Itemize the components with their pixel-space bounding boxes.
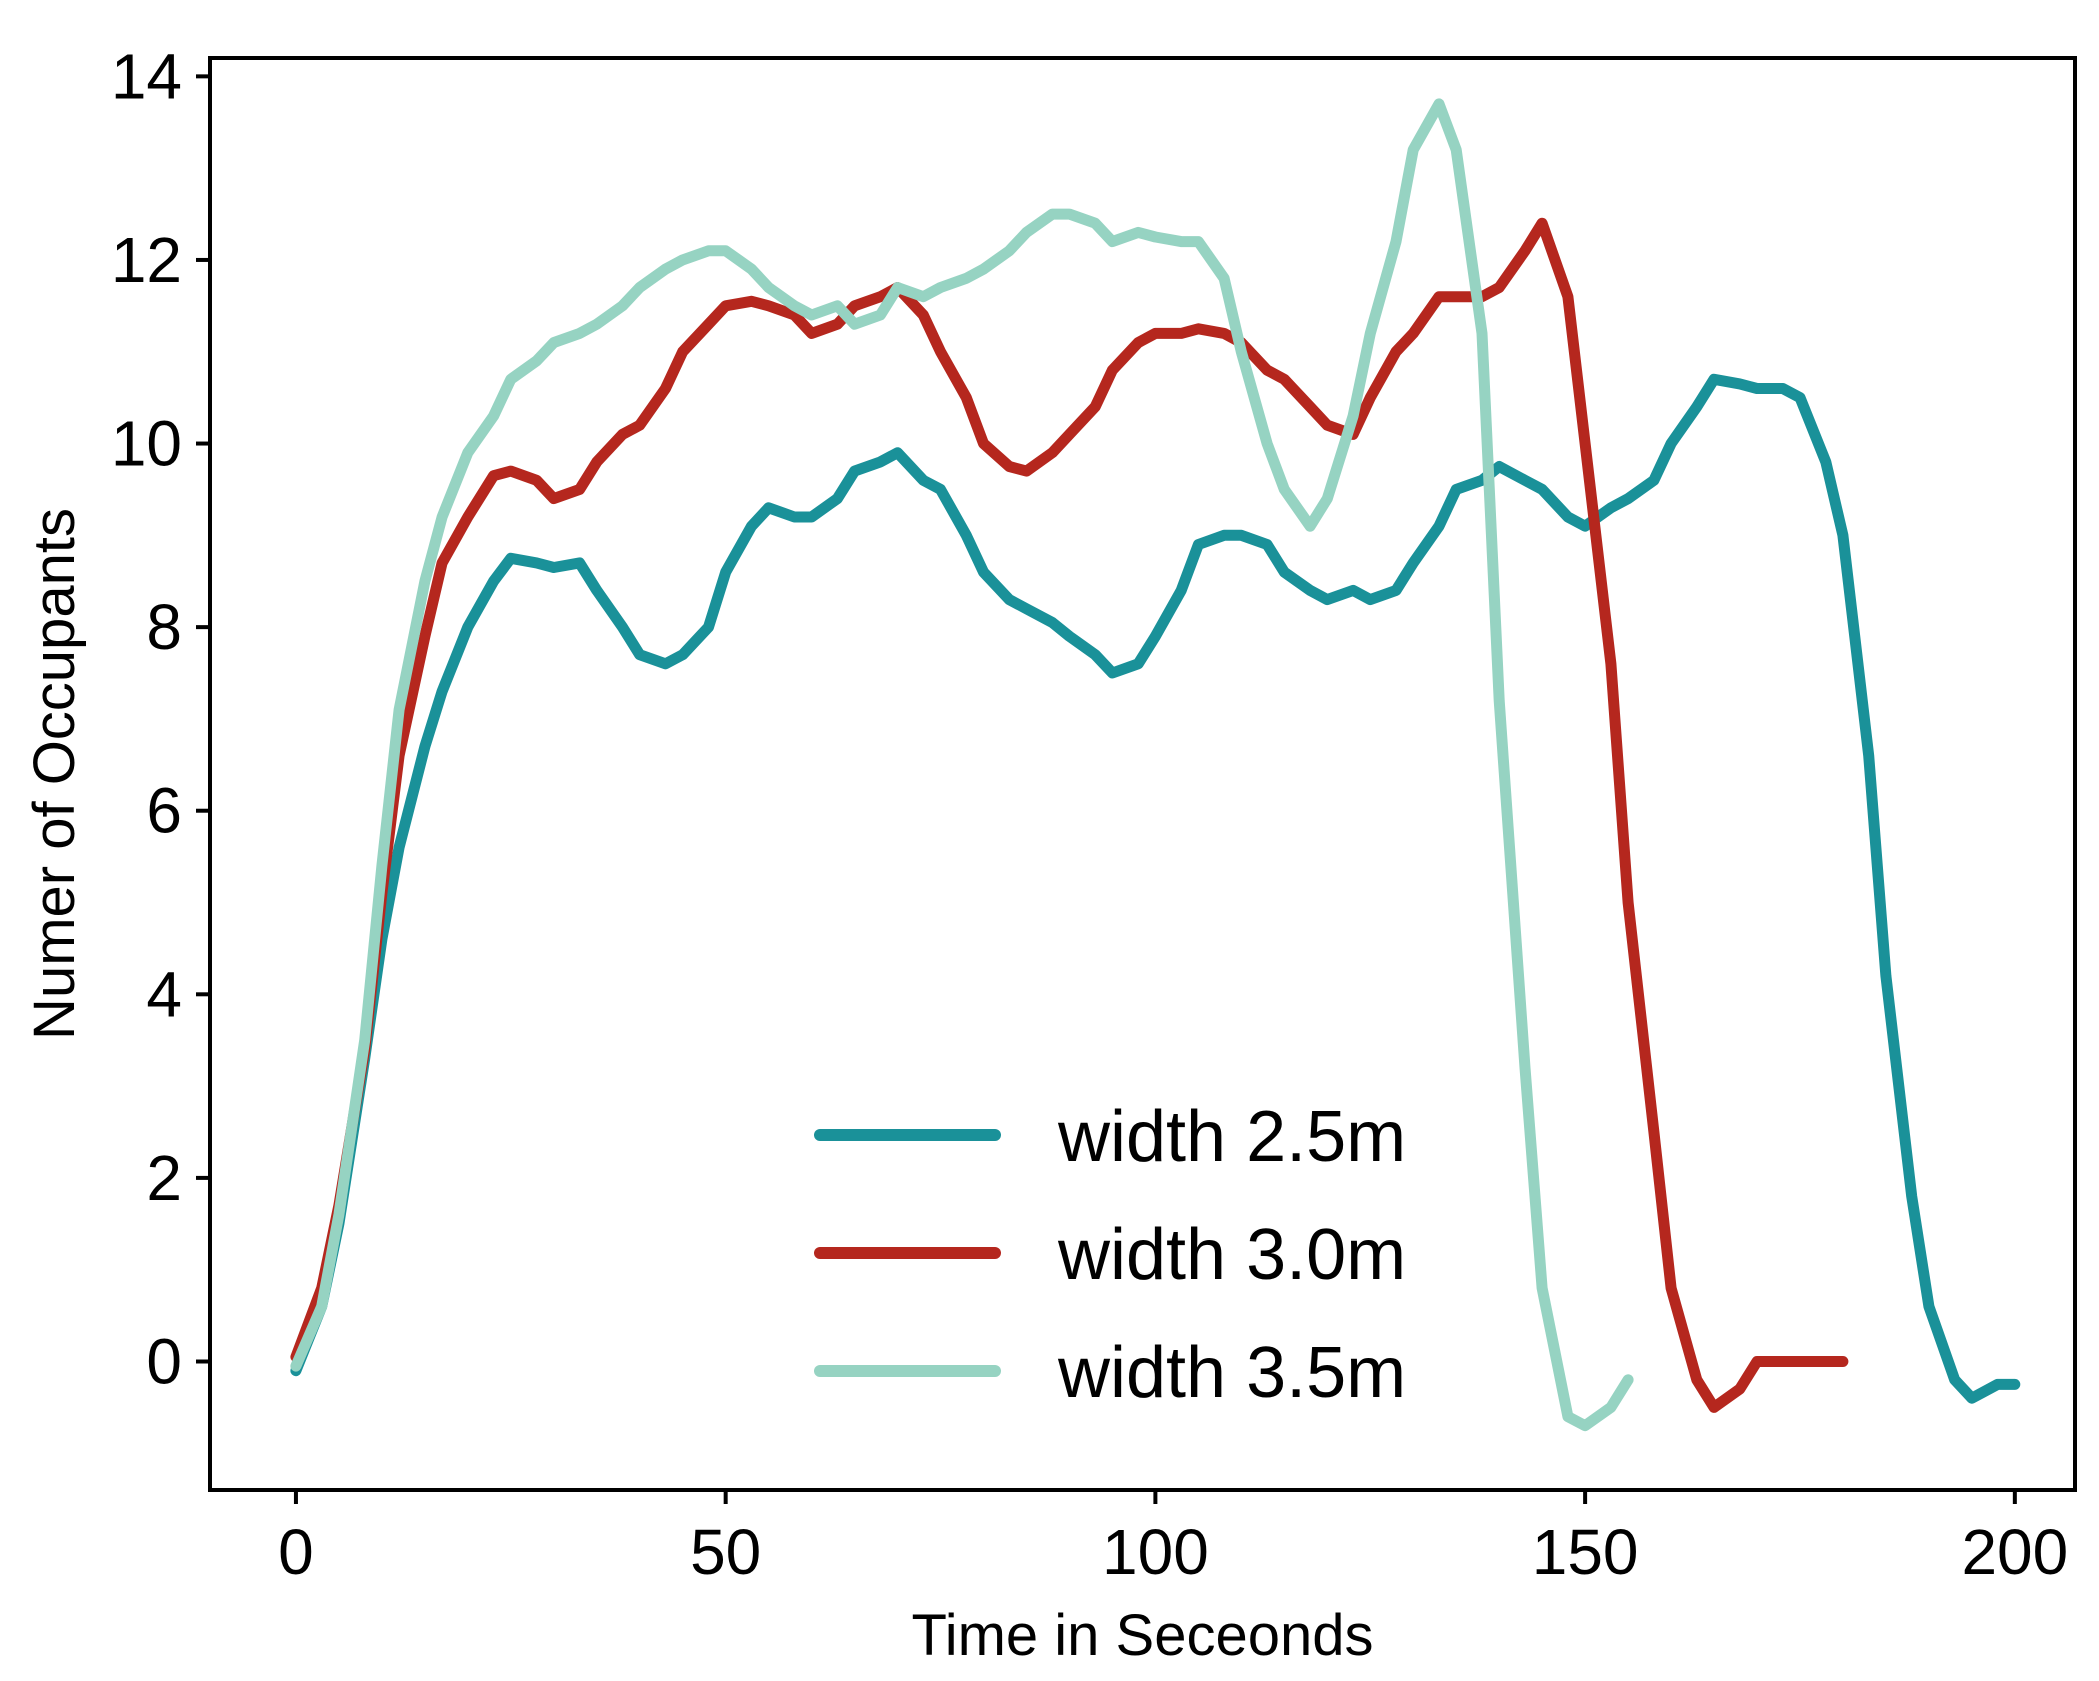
y-tick-label: 12: [111, 224, 182, 296]
series-line-2: [290, 217, 1849, 1413]
series-line-3: [290, 98, 1634, 1432]
x-tick-label: 50: [690, 1516, 761, 1588]
legend-label-3: width 3.5m: [1057, 1333, 1406, 1413]
legend: width 2.5m width 3.0m width 3.5m: [814, 1097, 1406, 1413]
y-tick-label: 6: [146, 775, 182, 847]
x-axis-title: Time in Seceonds: [911, 1603, 1373, 1668]
x-tick-label: 100: [1102, 1516, 1209, 1588]
y-tick-label: 10: [111, 408, 182, 480]
y-axis-ticks: 0 2 4 6 8 10 12 14: [111, 40, 210, 1397]
legend-label-1: width 2.5m: [1057, 1097, 1406, 1177]
series-layer: [290, 98, 2021, 1432]
y-tick-label: 14: [111, 40, 182, 112]
x-tick-label: 200: [1961, 1516, 2068, 1588]
x-tick-label: 0: [278, 1516, 314, 1588]
legend-label-2: width 3.0m: [1057, 1215, 1406, 1295]
y-axis-title: Numer of Occupants: [22, 508, 87, 1040]
y-tick-label: 4: [146, 958, 182, 1030]
y-tick-label: 8: [146, 591, 182, 663]
plot-frame: [208, 56, 2077, 1492]
y-tick-label: 2: [146, 1142, 182, 1214]
series-line-1: [290, 373, 2021, 1404]
x-axis-ticks: 0 50 100 150 200: [278, 1490, 2068, 1588]
y-tick-label: 0: [146, 1325, 182, 1397]
x-tick-label: 150: [1532, 1516, 1639, 1588]
